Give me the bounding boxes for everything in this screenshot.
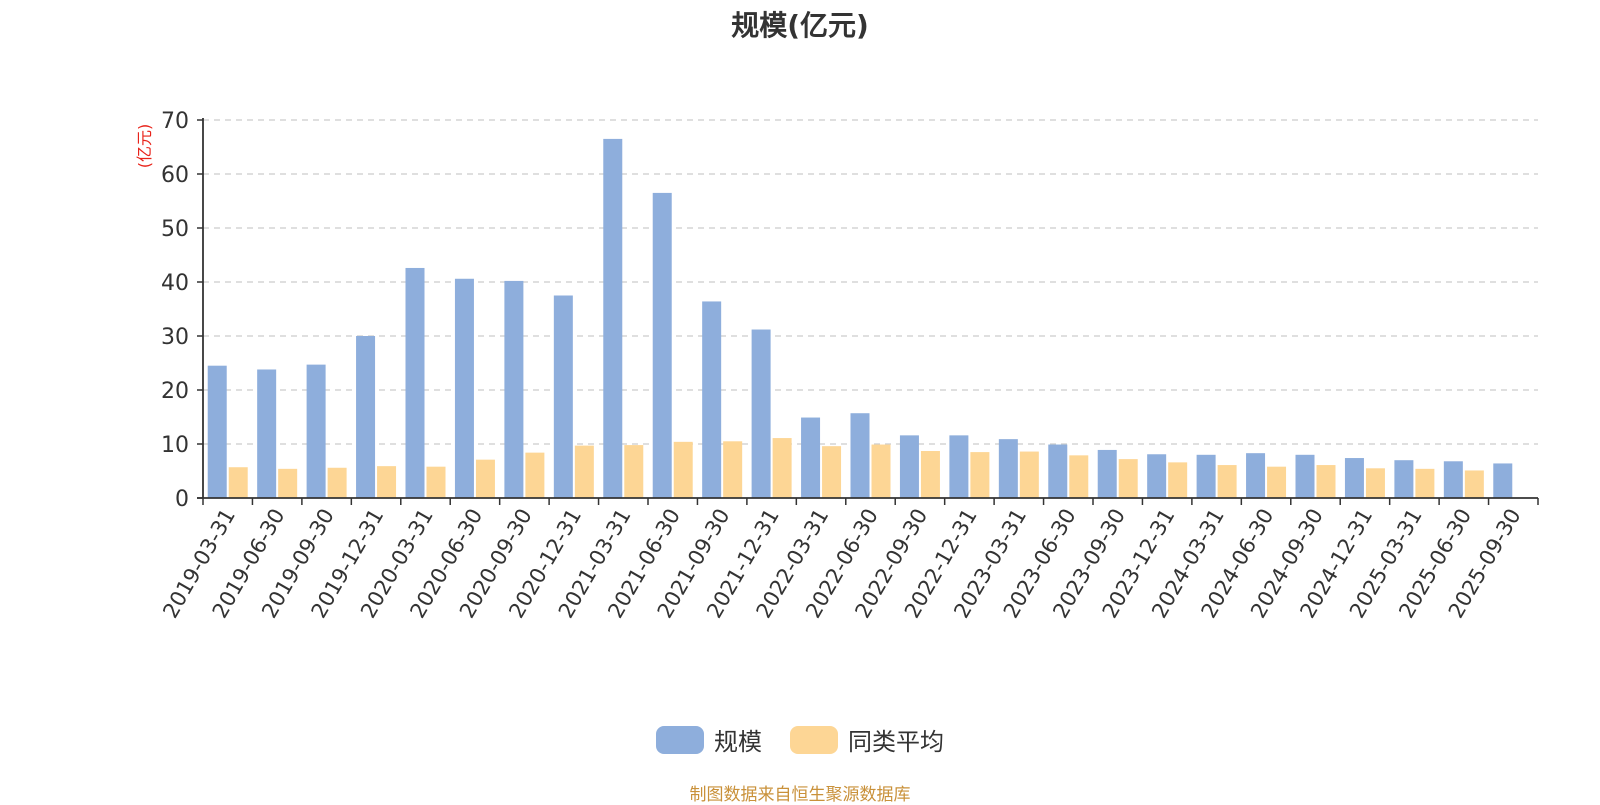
bar-peer-average xyxy=(871,444,891,498)
legend-label-peer-average: 同类平均 xyxy=(848,728,944,756)
y-tick-label: 40 xyxy=(161,271,189,296)
bar-peer-average xyxy=(1316,465,1336,498)
legend-item-scale[interactable]: 规模 xyxy=(656,722,762,757)
bar-scale xyxy=(1344,458,1364,498)
bar-peer-average xyxy=(525,452,545,498)
bar-peer-average xyxy=(970,452,990,498)
bar-scale xyxy=(405,267,425,498)
bar-peer-average xyxy=(574,445,594,498)
bar-scale xyxy=(257,369,277,498)
bar-peer-average xyxy=(1365,468,1385,498)
y-tick-label: 70 xyxy=(161,109,189,134)
bar-scale xyxy=(454,278,474,498)
bar-peer-average xyxy=(920,451,940,498)
bar-scale xyxy=(504,280,524,498)
bar-scale xyxy=(356,336,376,498)
bar-scale xyxy=(751,329,771,498)
bar-peer-average xyxy=(1118,459,1138,498)
bar-peer-average xyxy=(723,441,743,498)
bar-peer-average xyxy=(1464,470,1484,498)
bar-peer-average xyxy=(1069,455,1089,498)
legend-item-peer-average[interactable]: 同类平均 xyxy=(790,722,944,757)
bar-scale xyxy=(1493,463,1513,498)
bar-scale xyxy=(1097,449,1117,498)
bar-peer-average xyxy=(475,459,495,498)
bar-peer-average xyxy=(426,466,446,498)
chart-title: 规模(亿元) xyxy=(731,9,869,42)
bar-peer-average xyxy=(327,467,347,498)
bar-scale xyxy=(1246,453,1266,498)
bar-scale xyxy=(998,439,1018,498)
bar-scale xyxy=(702,301,722,498)
legend: 规模 同类平均 xyxy=(0,722,1600,757)
y-tick-label: 30 xyxy=(161,325,189,350)
bar-scale xyxy=(801,417,821,498)
bar-scale xyxy=(850,413,870,498)
bar-scale xyxy=(306,364,326,498)
y-tick-label: 60 xyxy=(161,163,189,188)
y-tick-label: 50 xyxy=(161,217,189,242)
bar-peer-average xyxy=(624,445,644,498)
bar-scale xyxy=(1295,454,1315,498)
bar-scale xyxy=(207,365,227,498)
bar-scale xyxy=(1196,454,1216,498)
y-tick-label: 20 xyxy=(161,379,189,404)
bar-peer-average xyxy=(1019,451,1039,498)
y-tick-label: 10 xyxy=(161,433,189,458)
bar-peer-average xyxy=(673,441,693,498)
bar-scale xyxy=(603,138,623,498)
bar-peer-average xyxy=(1267,466,1287,498)
bar-scale xyxy=(553,295,573,498)
y-tick-label: 0 xyxy=(175,487,189,512)
bar-peer-average xyxy=(1217,465,1237,498)
bar-peer-average xyxy=(228,467,248,498)
bar-peer-average xyxy=(822,446,842,498)
bar-peer-average xyxy=(377,466,397,498)
legend-swatch-scale xyxy=(656,725,704,754)
bar-scale xyxy=(1147,454,1167,498)
legend-label-scale: 规模 xyxy=(714,728,762,756)
bar-scale xyxy=(899,435,919,498)
bar-peer-average xyxy=(772,438,792,498)
bar-scale xyxy=(1443,461,1463,498)
source-note: 制图数据来自恒生聚源数据库 xyxy=(689,785,911,805)
bar-scale xyxy=(652,192,672,498)
legend-swatch-peer-average xyxy=(790,725,838,754)
bar-peer-average xyxy=(1415,468,1435,498)
bar-scale xyxy=(1394,460,1414,498)
bar-peer-average xyxy=(1168,462,1188,498)
bar-scale xyxy=(949,435,969,498)
bar-peer-average xyxy=(278,468,298,498)
bar-scale xyxy=(1048,444,1068,498)
y-axis-label: (亿元) xyxy=(135,124,154,169)
